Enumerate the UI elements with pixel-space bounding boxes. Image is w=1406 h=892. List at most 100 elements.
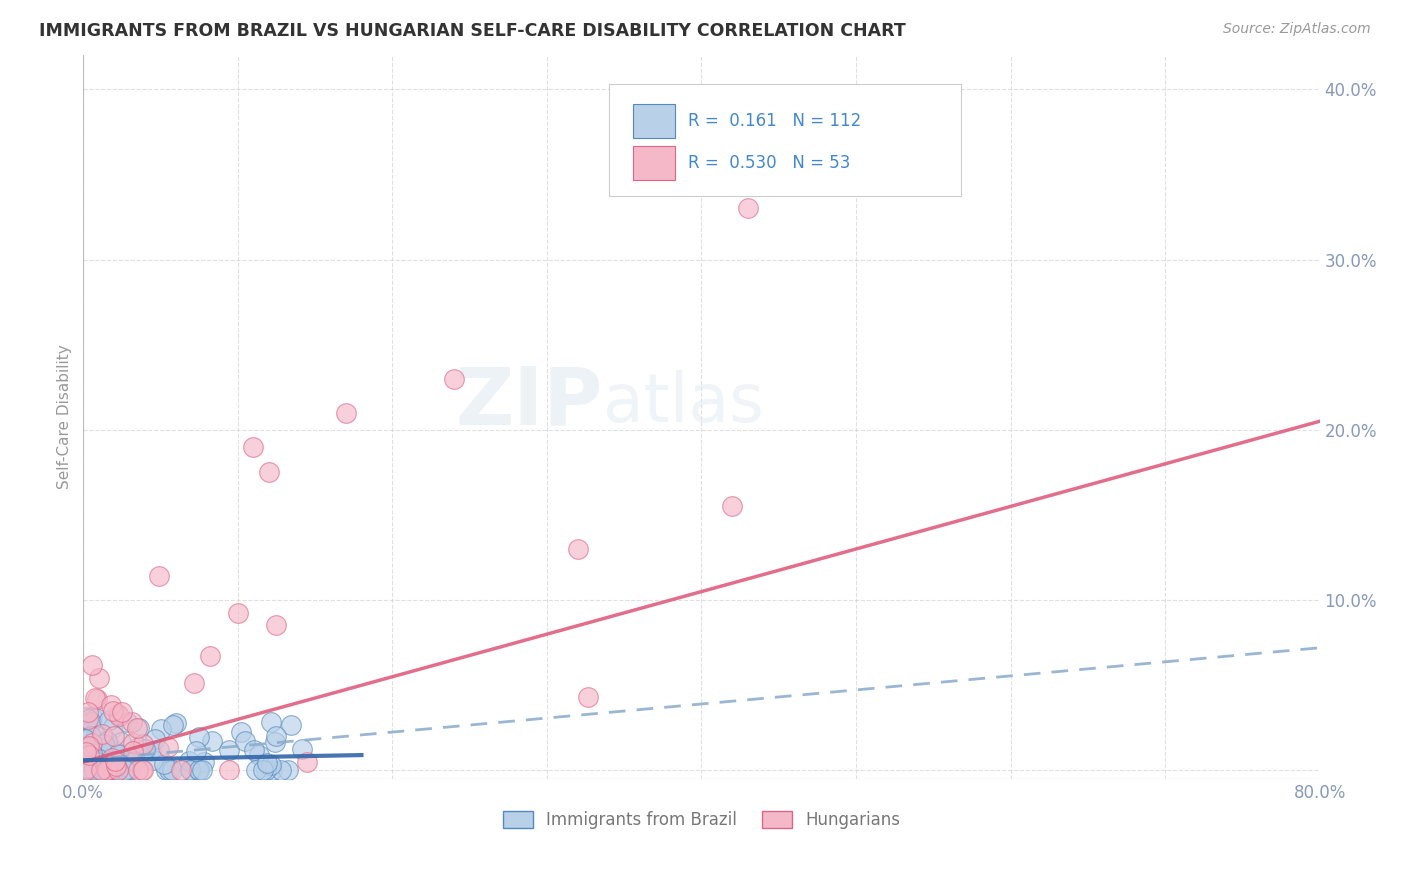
Point — [90, 746, 112, 760]
Point — [84, 711, 107, 725]
Point — [179, 764, 201, 778]
Point — [86, 764, 108, 778]
Point — [87, 756, 110, 771]
Point — [148, 569, 170, 583]
Point — [254, 764, 277, 778]
Point — [77, 764, 100, 778]
Point — [256, 756, 278, 771]
Point — [107, 706, 129, 721]
Point — [142, 753, 165, 767]
Point — [128, 747, 150, 761]
Point — [73, 731, 96, 746]
Point — [228, 606, 250, 620]
Point — [76, 746, 98, 760]
Point — [280, 718, 302, 732]
Point — [90, 727, 112, 741]
Point — [86, 692, 108, 706]
Point — [134, 741, 156, 756]
Point — [180, 764, 202, 778]
Point — [90, 764, 112, 778]
Point — [291, 741, 314, 756]
Point — [184, 744, 207, 758]
Point — [152, 756, 174, 771]
Point — [218, 764, 240, 778]
Point — [97, 713, 120, 727]
Point — [128, 721, 150, 735]
Point — [87, 762, 110, 776]
Point — [101, 764, 124, 778]
Point — [80, 747, 103, 761]
Point — [104, 759, 127, 773]
Point — [737, 202, 759, 216]
Point — [100, 761, 122, 775]
Point — [76, 712, 98, 726]
Point — [97, 762, 120, 776]
Point — [107, 764, 129, 778]
Point — [82, 736, 104, 750]
Point — [162, 718, 184, 732]
Point — [83, 749, 105, 764]
Point — [187, 764, 209, 778]
Point — [82, 736, 104, 750]
Text: IMMIGRANTS FROM BRAZIL VS HUNGARIAN SELF-CARE DISABILITY CORRELATION CHART: IMMIGRANTS FROM BRAZIL VS HUNGARIAN SELF… — [39, 22, 905, 40]
Point — [260, 758, 283, 772]
Point — [87, 764, 110, 778]
Point — [75, 747, 97, 762]
Point — [187, 730, 209, 744]
Point — [100, 698, 122, 712]
FancyBboxPatch shape — [634, 104, 675, 137]
Point — [93, 735, 115, 749]
Point — [107, 747, 129, 761]
Point — [127, 739, 149, 754]
Text: R =  0.161   N = 112: R = 0.161 N = 112 — [688, 112, 860, 130]
Point — [149, 723, 172, 737]
Point — [89, 753, 111, 767]
Point — [231, 724, 253, 739]
Point — [75, 764, 97, 778]
Point — [103, 743, 125, 757]
Point — [80, 739, 103, 754]
Point — [103, 705, 125, 719]
Point — [98, 764, 121, 778]
Point — [110, 735, 132, 749]
Point — [115, 754, 138, 768]
Point — [127, 764, 149, 778]
Point — [79, 745, 101, 759]
Point — [160, 764, 183, 778]
Point — [120, 762, 142, 776]
Point — [79, 748, 101, 763]
Point — [243, 743, 266, 757]
Point — [96, 734, 118, 748]
Point — [200, 649, 222, 664]
Point — [104, 764, 127, 778]
Point — [170, 764, 193, 778]
Text: R =  0.530   N = 53: R = 0.530 N = 53 — [688, 154, 851, 172]
Point — [260, 764, 283, 778]
Point — [89, 740, 111, 755]
Point — [73, 764, 96, 778]
Point — [252, 764, 274, 778]
Point — [89, 764, 111, 778]
Point — [201, 734, 224, 748]
Point — [155, 764, 177, 778]
Point — [115, 714, 138, 729]
FancyBboxPatch shape — [634, 146, 675, 179]
Point — [87, 749, 110, 764]
Point — [122, 744, 145, 758]
Point — [242, 440, 264, 454]
Point — [100, 764, 122, 778]
Point — [83, 764, 105, 778]
Point — [187, 764, 209, 778]
Text: ZIP: ZIP — [456, 364, 603, 442]
Legend: Immigrants from Brazil, Hungarians: Immigrants from Brazil, Hungarians — [496, 805, 907, 836]
Point — [104, 764, 127, 778]
Point — [100, 751, 122, 765]
Point — [80, 714, 103, 729]
Point — [121, 714, 143, 729]
Point — [117, 764, 139, 778]
Point — [79, 739, 101, 753]
Point — [91, 764, 114, 778]
Point — [76, 761, 98, 775]
Point — [335, 406, 357, 420]
Y-axis label: Self-Care Disability: Self-Care Disability — [58, 344, 72, 490]
